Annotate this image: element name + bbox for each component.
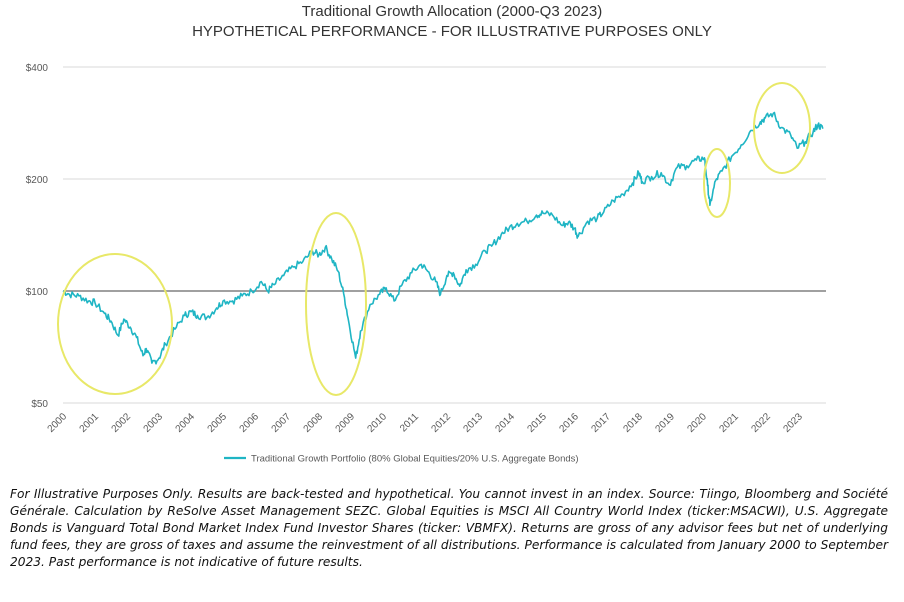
x-tick-label: 2018 [621, 411, 645, 435]
x-tick-label: 2006 [238, 411, 262, 435]
x-tick-label: 2015 [525, 411, 549, 435]
highlight-ellipse [753, 82, 811, 174]
x-tick-label: 2013 [462, 411, 486, 435]
x-tick-label: 2019 [653, 411, 677, 435]
x-tick-label: 2012 [430, 411, 454, 435]
highlight-ellipse [703, 148, 731, 218]
x-tick-label: 2005 [206, 411, 230, 435]
footnote: For Illustrative Purposes Only. Results … [10, 487, 888, 569]
x-tick-label: 2000 [46, 411, 70, 435]
x-tick-label: 2014 [493, 411, 517, 435]
x-tick-label: 2001 [78, 411, 102, 435]
x-tick-label: 2021 [717, 411, 741, 435]
series-line-traditional-growth [62, 111, 824, 365]
x-tick-label: 2017 [589, 411, 613, 435]
y-tick-label: $200 [26, 175, 49, 186]
highlight-ellipse [57, 253, 173, 395]
x-tick-label: 2022 [749, 411, 773, 435]
x-tick-label: 2011 [398, 411, 421, 434]
line-chart: $50 $100 $200 $400 2000 2001 2002 2003 2004 2005 2… [26, 63, 826, 465]
x-tick-label: 2010 [366, 411, 390, 435]
x-tick-label: 2008 [302, 411, 326, 435]
x-tick-label: 2007 [270, 411, 294, 435]
chart-title: Traditional Growth Allocation (2000-Q3 2… [301, 3, 603, 20]
y-tick-label: $50 [31, 399, 48, 410]
y-tick-label: $100 [26, 287, 49, 298]
x-tick-label: 2016 [557, 411, 581, 435]
x-tick-label: 2002 [110, 411, 134, 435]
legend-label: Traditional Growth Portfolio (80% Global… [251, 454, 579, 465]
chart-subtitle: HYPOTHETICAL PERFORMANCE - FOR ILLUSTRAT… [192, 23, 712, 40]
x-tick-label: 2023 [781, 411, 805, 435]
highlight-ellipse [305, 212, 367, 396]
y-tick-label: $400 [26, 63, 49, 74]
x-tick-label: 2003 [142, 411, 166, 435]
x-tick-label: 2009 [334, 411, 358, 435]
x-tick-label: 2004 [174, 411, 198, 435]
x-tick-label: 2020 [685, 411, 709, 435]
